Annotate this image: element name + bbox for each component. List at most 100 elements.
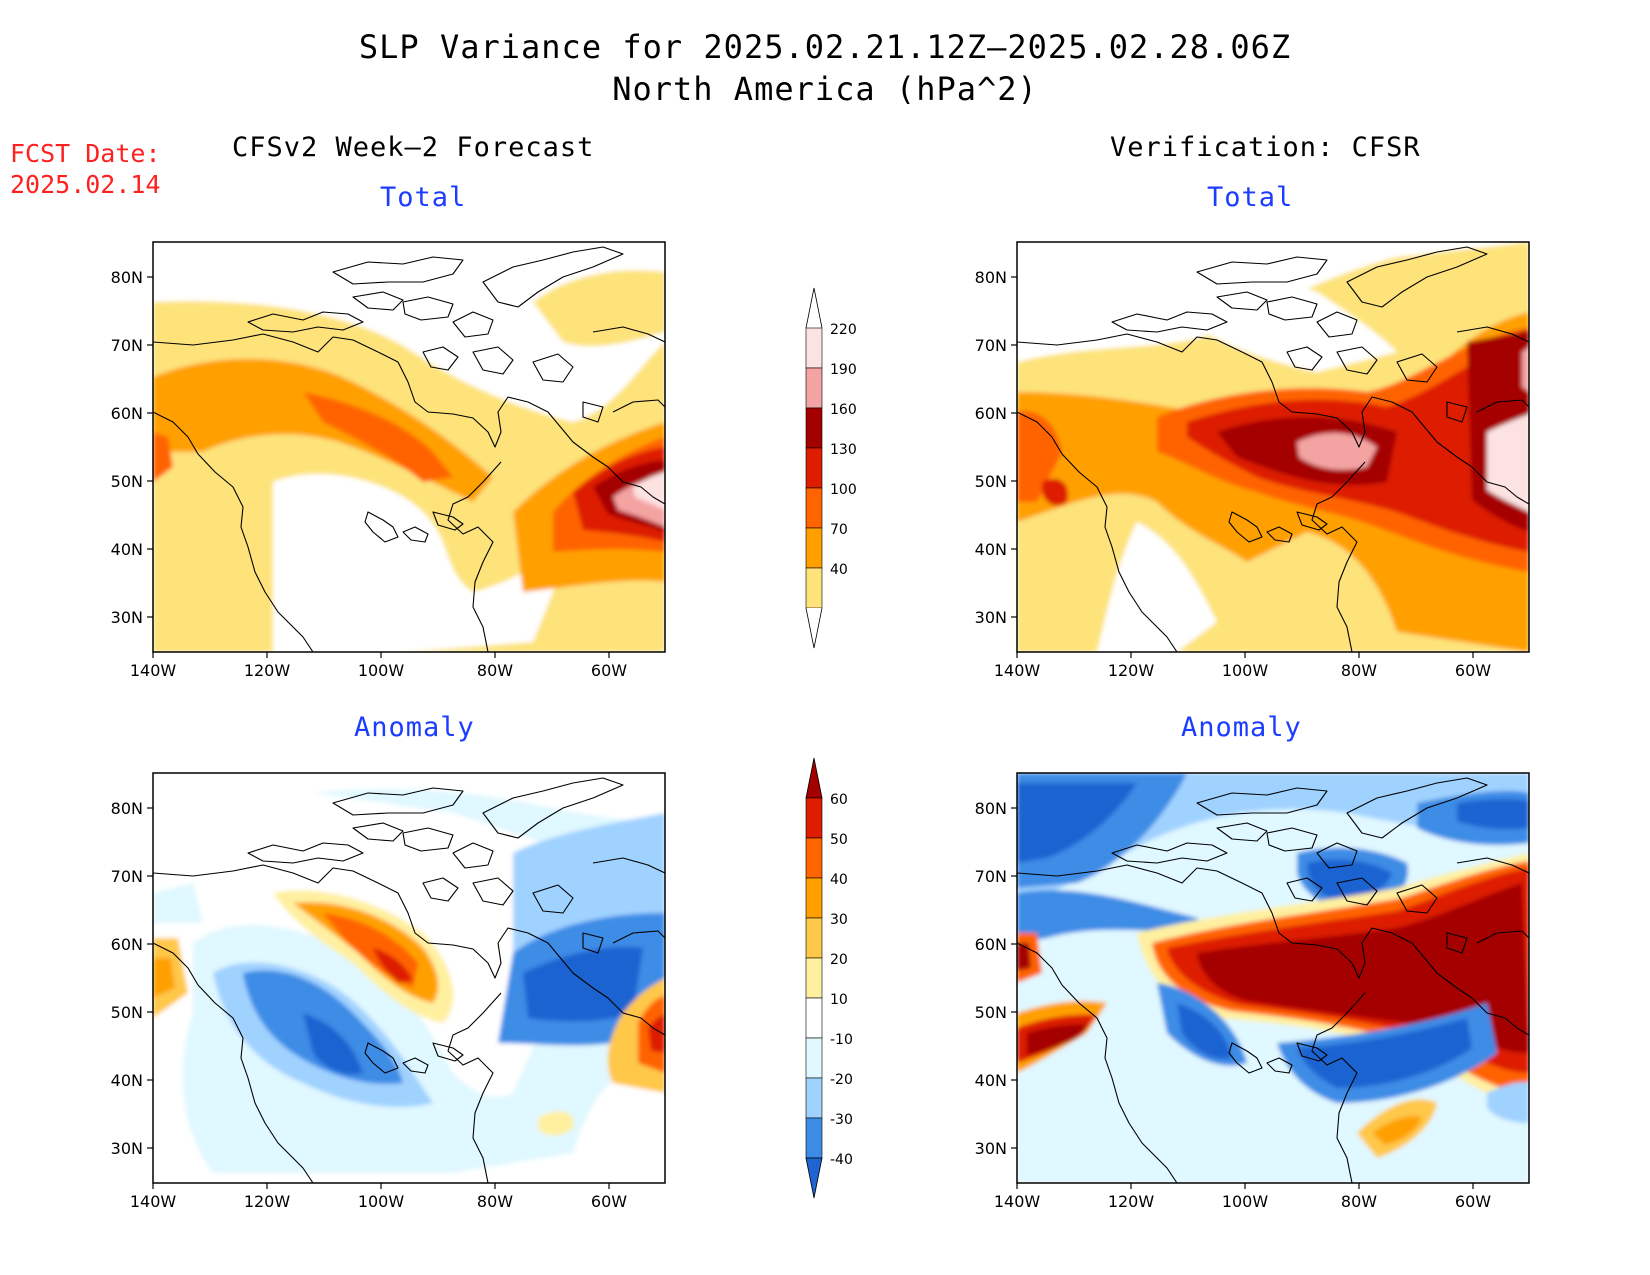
- verification-anomaly-map: 80N 70N 60N 50N 40N 30N 140W 120W 100W 80W 60W: [975, 772, 1530, 1211]
- lon-tick-label: 100W: [358, 1192, 405, 1211]
- lat-tick-label: 80N: [111, 799, 143, 818]
- colorbar-swatch: [805, 527, 823, 569]
- colorbar-level-label: 60: [830, 792, 848, 808]
- lon-tick-label: 60W: [1455, 661, 1491, 680]
- lat-tick-label: 30N: [111, 608, 143, 627]
- lon-tick-label: 60W: [591, 1192, 627, 1211]
- colorbar-swatch: [805, 877, 823, 919]
- lat-tick-label: 70N: [975, 336, 1007, 355]
- forecast-total-subtitle: Total: [380, 182, 467, 213]
- verification-total-map: 80N 70N 60N 50N 40N 30N 140W 120W 100W 80W 60W: [975, 241, 1530, 680]
- main-title: SLP Variance for 2025.02.21.12Z–2025.02.…: [358, 28, 1292, 66]
- lon-tick-label: 140W: [994, 1192, 1041, 1211]
- lon-tick-label: 120W: [244, 661, 291, 680]
- lon-tick-label: 140W: [130, 661, 177, 680]
- lat-tick-label: 70N: [975, 867, 1007, 886]
- lat-tick-label: 30N: [975, 1139, 1007, 1158]
- lon-tick-label: 80W: [1341, 1192, 1377, 1211]
- colorbar-swatch: [805, 487, 823, 529]
- main-subtitle: North America (hPa^2): [612, 70, 1038, 108]
- lat-tick-label: 40N: [111, 1071, 143, 1090]
- colorbar-swatch: [805, 1117, 823, 1159]
- fcst-date: FCST Date: 2025.02.14: [10, 138, 161, 200]
- lat-tick-label: 40N: [975, 1071, 1007, 1090]
- colorbar-level-label: 160: [830, 402, 857, 418]
- lat-tick-label: 30N: [111, 1139, 143, 1158]
- colorbar-swatch: [805, 1037, 823, 1079]
- forecast-total-map: 80N 70N 60N 50N 40N 30N 140W 120W 100W 80W 60W: [111, 241, 666, 680]
- lat-tick-label: 80N: [975, 268, 1007, 287]
- colorbar-level-label: 40: [830, 562, 848, 578]
- verification-total-axes: 80N 70N 60N 50N 40N 30N 140W 120W 100W 80W 60W: [975, 268, 1492, 680]
- lon-tick-label: 120W: [1108, 661, 1155, 680]
- verification-anomaly-subtitle: Anomaly: [1181, 712, 1302, 743]
- lat-tick-label: 80N: [975, 799, 1007, 818]
- colorbar-arrow-top: [805, 287, 823, 329]
- colorbar-swatch: [805, 407, 823, 449]
- lat-tick-label: 60N: [975, 404, 1007, 423]
- lon-tick-label: 60W: [1455, 1192, 1491, 1211]
- lat-tick-label: 40N: [975, 540, 1007, 559]
- forecast-anomaly-map: 80N 70N 60N 50N 40N 30N 140W 120W 100W 80W 60W: [111, 772, 666, 1211]
- map-frame: [1016, 772, 1530, 1184]
- map-frame: [152, 241, 666, 653]
- lon-tick-label: 80W: [1341, 661, 1377, 680]
- lon-tick-label: 120W: [1108, 1192, 1155, 1211]
- lat-tick-label: 40N: [111, 540, 143, 559]
- lat-tick-label: 50N: [111, 1003, 143, 1022]
- colorbar-swatch: [805, 447, 823, 489]
- lon-tick-label: 100W: [1222, 1192, 1269, 1211]
- lon-tick-label: 140W: [994, 661, 1041, 680]
- colorbar-swatch: [805, 327, 823, 369]
- colorbar-level-label: -30: [830, 1112, 853, 1128]
- colorbar-level-label: 220: [830, 322, 857, 338]
- map-frame: [152, 772, 666, 1184]
- colorbar-swatch: [805, 957, 823, 999]
- colorbar-level-label: -10: [830, 1032, 853, 1048]
- total-colorbar: 220 190 160 130 100 70 40: [805, 287, 857, 649]
- lon-tick-label: 100W: [358, 661, 405, 680]
- colorbar-level-label: 130: [830, 442, 857, 458]
- forecast-anomaly-axes: 80N 70N 60N 50N 40N 30N 140W 120W 100W 80W 60W: [111, 799, 628, 1211]
- lon-tick-label: 100W: [1222, 661, 1269, 680]
- colorbar-level-label: -40: [830, 1152, 853, 1168]
- colorbar-arrow-bottom: [805, 607, 823, 649]
- colorbar-level-label: 70: [830, 522, 848, 538]
- colorbar-arrow-top: [805, 757, 823, 799]
- verification-column-title: Verification: CFSR: [1110, 132, 1421, 163]
- colorbar-level-label: 20: [830, 952, 848, 968]
- verification-anomaly-axes: 80N 70N 60N 50N 40N 30N 140W 120W 100W 80W 60W: [975, 799, 1492, 1211]
- forecast-total-axes: 80N 70N 60N 50N 40N 30N 140W 120W 100W 80W 60W: [111, 268, 628, 680]
- lat-tick-label: 50N: [975, 472, 1007, 491]
- colorbar-swatch: [805, 997, 823, 1039]
- lat-tick-label: 70N: [111, 336, 143, 355]
- colorbar-arrow-bottom: [805, 1157, 823, 1199]
- verification-total-subtitle: Total: [1207, 182, 1294, 213]
- colorbar-level-label: 190: [830, 362, 857, 378]
- lat-tick-label: 30N: [975, 608, 1007, 627]
- colorbar-swatch: [805, 797, 823, 839]
- colorbar-swatch: [805, 1077, 823, 1119]
- colorbar-swatch: [805, 367, 823, 409]
- colorbar-level-label: 100: [830, 482, 857, 498]
- lon-tick-label: 80W: [477, 661, 513, 680]
- lon-tick-label: 60W: [591, 661, 627, 680]
- forecast-column-title: CFSv2 Week–2 Forecast: [232, 132, 595, 163]
- lat-tick-label: 60N: [111, 404, 143, 423]
- lat-tick-label: 80N: [111, 268, 143, 287]
- colorbar-level-label: -20: [830, 1072, 853, 1088]
- lat-tick-label: 60N: [975, 935, 1007, 954]
- fcst-date-label: FCST Date:: [10, 139, 161, 168]
- forecast-anomaly-subtitle: Anomaly: [354, 712, 475, 743]
- colorbar-level-label: 50: [830, 832, 848, 848]
- fcst-date-value: 2025.02.14: [10, 170, 161, 199]
- lat-tick-label: 70N: [111, 867, 143, 886]
- colorbar-level-label: 40: [830, 872, 848, 888]
- lon-tick-label: 120W: [244, 1192, 291, 1211]
- colorbar-level-label: 30: [830, 912, 848, 928]
- colorbar-swatch: [805, 837, 823, 879]
- map-frame: [1016, 241, 1530, 653]
- colorbar-level-label: 10: [830, 992, 848, 1008]
- lat-tick-label: 50N: [975, 1003, 1007, 1022]
